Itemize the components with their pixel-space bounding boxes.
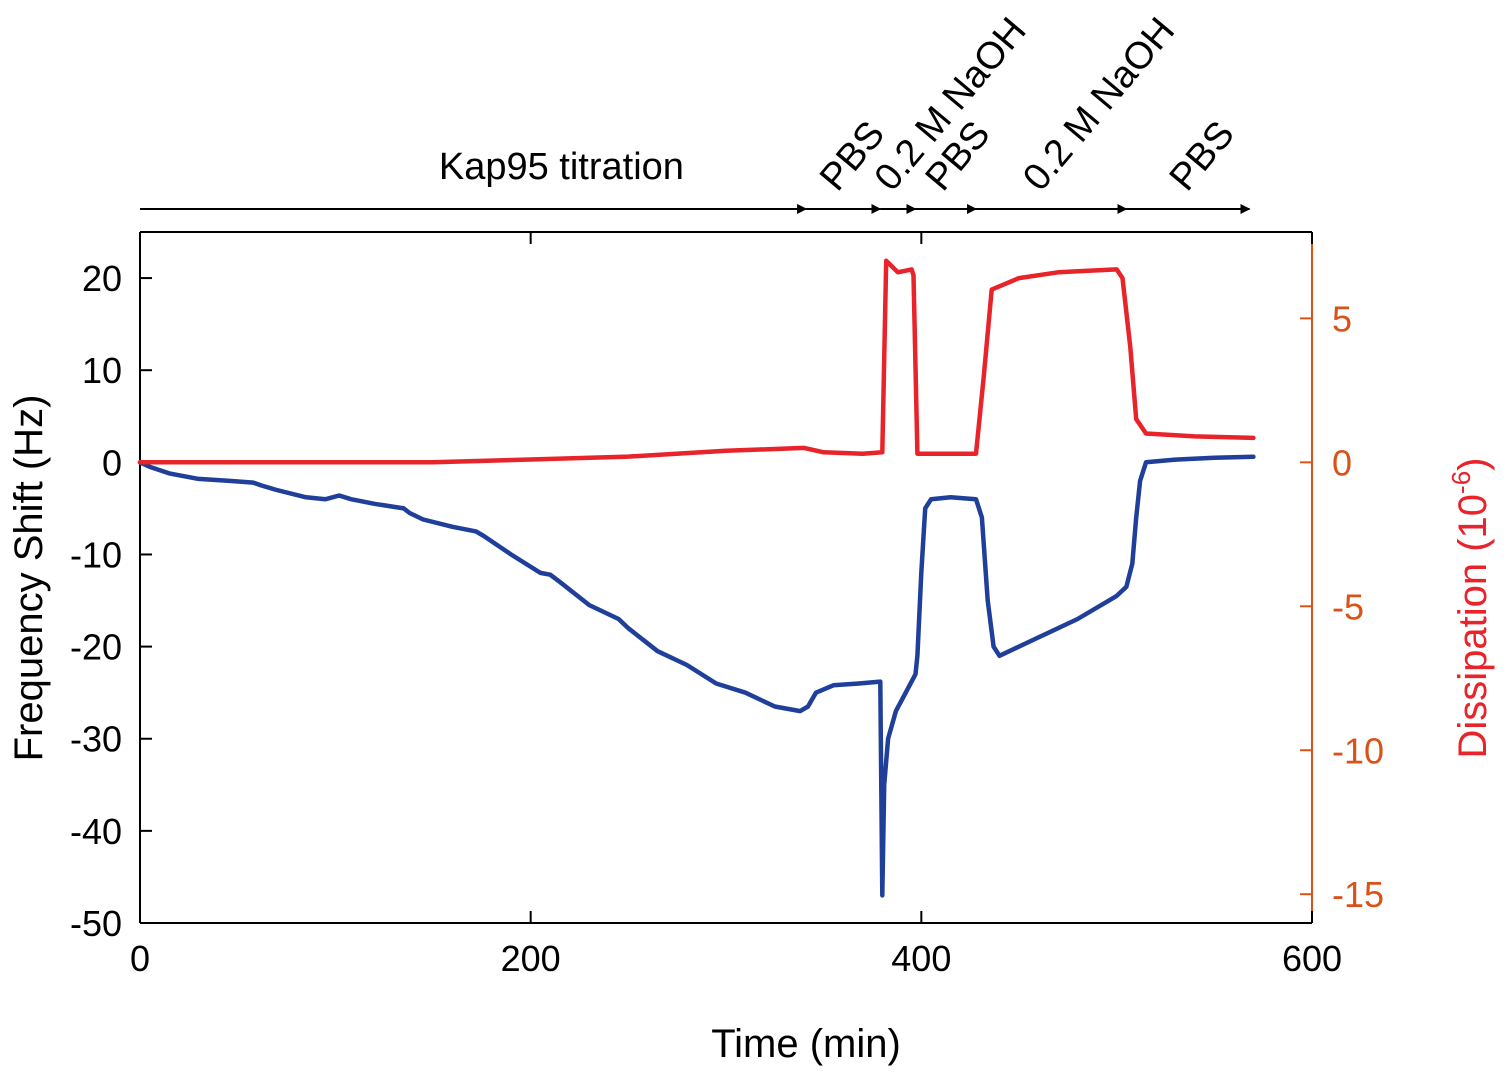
y-left-tick-label: 20	[82, 258, 122, 299]
x-tick-label: 200	[501, 938, 561, 979]
phase-label: PBS	[1162, 113, 1243, 198]
phase-label: 0.2 M NaOH	[1015, 10, 1183, 199]
y-right-tick-label: 0	[1332, 442, 1352, 483]
phase-label: Kap95 titration	[439, 146, 684, 188]
y-left-tick-label: -30	[70, 719, 122, 760]
y-left-tick-label: -20	[70, 627, 122, 668]
dissipation-series-line	[137, 258, 1256, 465]
y-right-tick-label: -10	[1332, 730, 1384, 771]
y-right-label-close: )	[1451, 457, 1495, 470]
y-left-tick-label: 10	[82, 350, 122, 391]
y-left-tick-label: 0	[102, 442, 122, 483]
y-left-axis-label: Frequency Shift (Hz)	[7, 395, 51, 762]
x-tick-label: 600	[1282, 938, 1342, 979]
y-right-label-main: Dissipation (10	[1451, 494, 1495, 759]
y-right-tick-label: 5	[1332, 298, 1352, 339]
x-tick-label: 0	[130, 938, 150, 979]
y-left-tick-label: -50	[70, 903, 122, 944]
y-left-tick-label: -10	[70, 534, 122, 575]
x-axis-label: Time (min)	[711, 1022, 901, 1066]
y-left-tick-label: -40	[70, 811, 122, 852]
frequency-series-line	[137, 454, 1256, 898]
y-right-axis-label: Dissipation (10-6)	[1446, 457, 1495, 758]
x-tick-label: 400	[891, 938, 951, 979]
y-right-label-sup: -6	[1446, 471, 1476, 494]
y-right-tick-label: -15	[1332, 874, 1384, 915]
y-right-tick-label: -5	[1332, 586, 1364, 627]
